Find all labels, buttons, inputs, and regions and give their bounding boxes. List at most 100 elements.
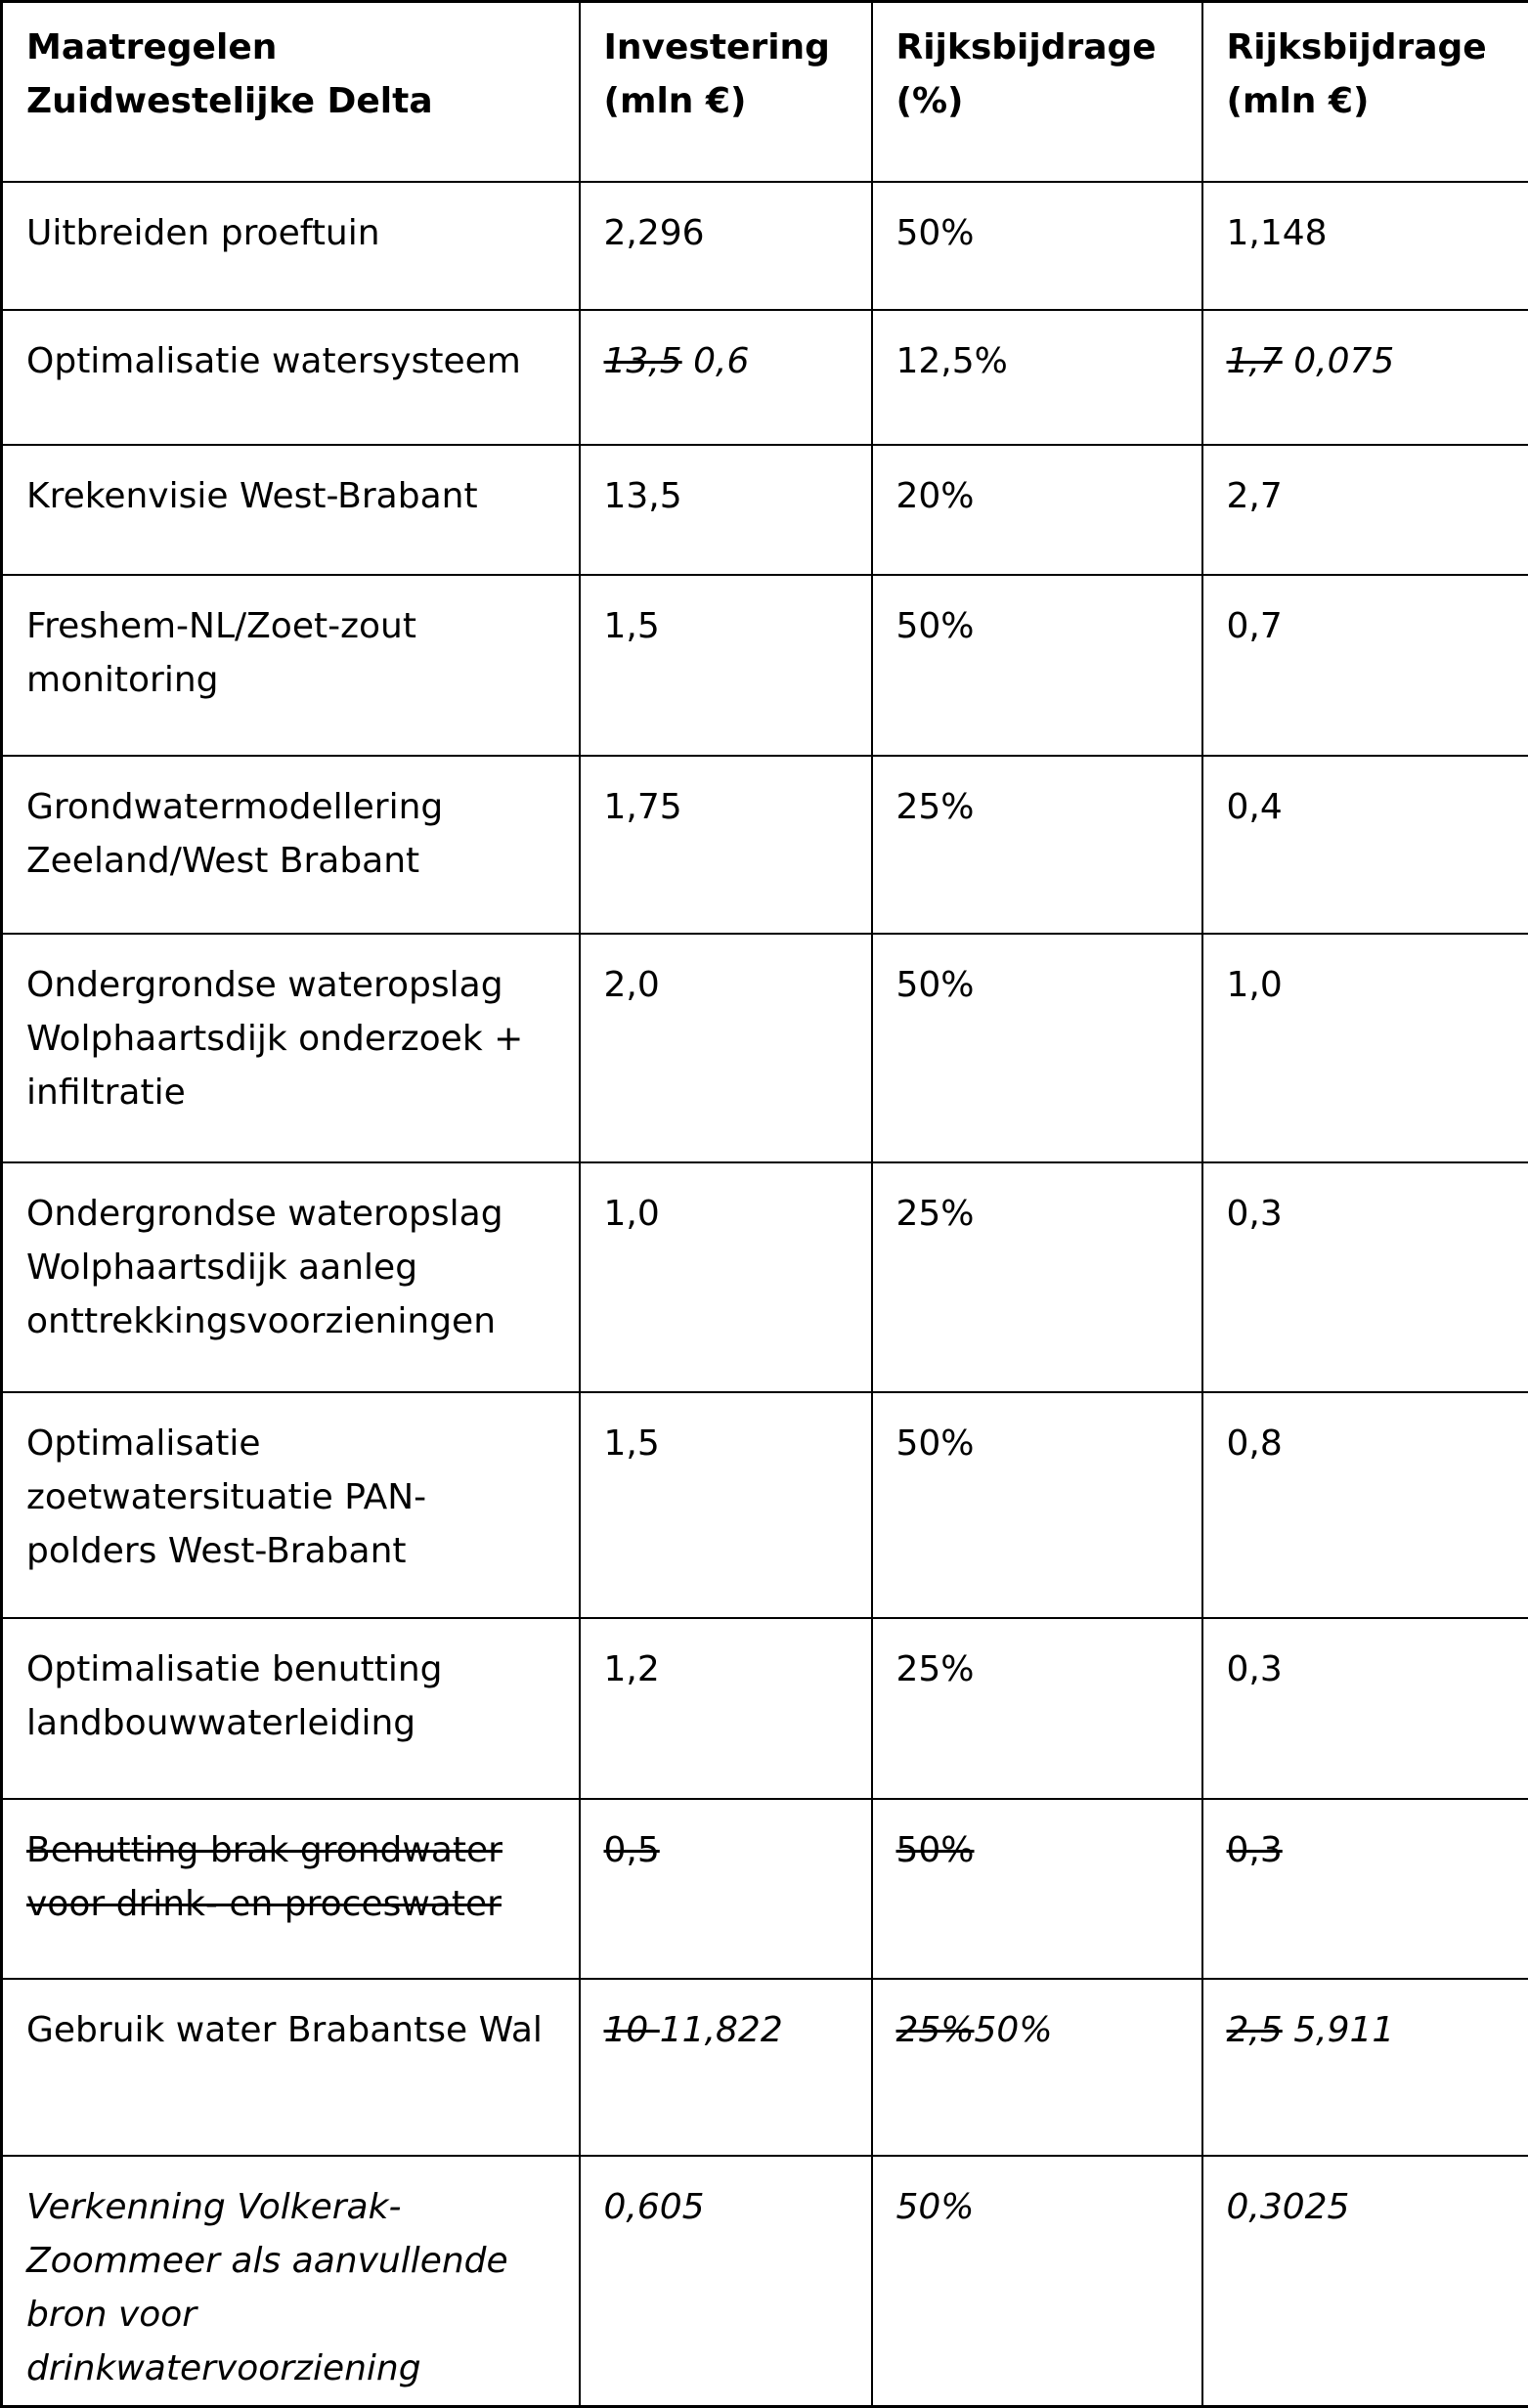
body-cell: 12,5% [872, 310, 1202, 445]
text-segment: 0,075 [1293, 341, 1394, 381]
text-segment: 0,605 [604, 2187, 705, 2227]
text-segment: 2,7 [1227, 476, 1283, 516]
body-cell: 10 11,822 [580, 1979, 872, 2156]
text-segment [682, 341, 693, 381]
body-cell: 0,5 [580, 1799, 872, 1979]
text-segment: Benutting brak grondwater voor drink- en… [26, 1830, 502, 1924]
text-segment: Optimalisatie benutting landbouwwaterlei… [26, 1649, 443, 1743]
text-segment: Optimalisatie zoetwatersituatie PAN-pold… [26, 1423, 426, 1571]
text-segment: 0,5 [604, 1830, 660, 1870]
table-row: Ondergrondse wateropslag Wolphaartsdijk … [2, 1162, 1528, 1392]
text-segment: 50% [896, 965, 975, 1005]
body-cell: 0,3 [1202, 1618, 1528, 1799]
body-cell: 50% [872, 934, 1202, 1162]
text-segment: 1,75 [604, 787, 682, 827]
body-cell: 1,75 [580, 756, 872, 934]
text-segment: 5,911 [1293, 2010, 1394, 2050]
text-segment: 12,5% [896, 341, 1008, 381]
body-cell: Optimalisatie watersysteem [2, 310, 580, 445]
header-cell-3: Rijksbijdrage (mln €) [1202, 2, 1528, 182]
body-cell: 0,3 [1202, 1799, 1528, 1979]
body-cell: Benutting brak grondwater voor drink- en… [2, 1799, 580, 1979]
text-segment: 0,3 [1227, 1649, 1283, 1689]
table-row: Grondwatermodellering Zeeland/West Braba… [2, 756, 1528, 934]
body-cell: 1,5 [580, 1392, 872, 1618]
body-cell: 0,3025 [1202, 2156, 1528, 2407]
text-segment: 0,6 [693, 341, 749, 381]
body-cell: 25% [872, 1618, 1202, 1799]
text-segment: Grondwatermodellering Zeeland/West Braba… [26, 787, 443, 881]
text-segment: 25% [896, 1194, 975, 1234]
body-cell: 1,148 [1202, 182, 1528, 310]
text-segment: 25% [896, 2010, 975, 2050]
body-cell: Grondwatermodellering Zeeland/West Braba… [2, 756, 580, 934]
text-segment: 1,2 [604, 1649, 660, 1689]
text-segment: 50% [896, 1423, 975, 1464]
header-cell-0: Maatregelen Zuidwestelijke Delta [2, 2, 580, 182]
body-cell: 0,4 [1202, 756, 1528, 934]
text-segment: 11,822 [660, 2010, 783, 2050]
text-segment: 25% [896, 787, 975, 827]
header-cell-2: Rijksbijdrage (%) [872, 2, 1202, 182]
text-segment: 0,8 [1227, 1423, 1283, 1464]
text-segment: 1,7 [1227, 341, 1283, 381]
text-segment: 1,0 [1227, 965, 1283, 1005]
text-segment: 50% [896, 213, 975, 253]
text-segment: 0,3 [1227, 1194, 1283, 1234]
body-cell: 0,3 [1202, 1162, 1528, 1392]
text-segment: 10 [604, 2010, 660, 2050]
text-segment: Gebruik water Brabantse Wal [26, 2010, 543, 2050]
body-cell: 25% [872, 1162, 1202, 1392]
text-segment: Uitbreiden proeftuin [26, 213, 380, 253]
body-cell: 0,7 [1202, 575, 1528, 756]
text-segment: 25% [896, 1649, 975, 1689]
body-cell: 13,5 [580, 445, 872, 575]
text-segment: Freshem-NL/Zoet-zout monitoring [26, 606, 416, 700]
body-cell: 50% [872, 575, 1202, 756]
body-cell: 50% [872, 2156, 1202, 2407]
text-segment: 0,4 [1227, 787, 1283, 827]
table-row: Freshem-NL/Zoet-zout monitoring 1,5 50% 0,7 [2, 575, 1528, 756]
text-segment [1283, 341, 1293, 381]
body-cell: 2,5 5,911 [1202, 1979, 1528, 2156]
body-cell: Ondergrondse wateropslag Wolphaartsdijk … [2, 1162, 580, 1392]
table-row: Ondergrondse wateropslag Wolphaartsdijk … [2, 934, 1528, 1162]
text-segment: 13,5 [604, 476, 682, 516]
body-cell: 25%50% [872, 1979, 1202, 2156]
body-cell: Krekenvisie West-Brabant [2, 445, 580, 575]
body-cell: Optimalisatie zoetwatersituatie PAN-pold… [2, 1392, 580, 1618]
body-cell: 1,5 [580, 575, 872, 756]
text-segment: 50% [896, 606, 975, 646]
body-cell: 1,0 [580, 1162, 872, 1392]
text-segment: Ondergrondse wateropslag Wolphaartsdijk … [26, 965, 523, 1113]
text-segment [1283, 2010, 1293, 2050]
table-row: Benutting brak grondwater voor drink- en… [2, 1799, 1528, 1979]
text-segment: Verkenning Volkerak-Zoommeer als aanvull… [26, 2187, 508, 2388]
text-segment: 0,3025 [1227, 2187, 1350, 2227]
text-segment: 2,296 [604, 213, 705, 253]
body-cell: 2,0 [580, 934, 872, 1162]
body-cell: Verkenning Volkerak-Zoommeer als aanvull… [2, 2156, 580, 2407]
body-cell: Freshem-NL/Zoet-zout monitoring [2, 575, 580, 756]
body-cell: Optimalisatie benutting landbouwwaterlei… [2, 1618, 580, 1799]
text-segment: 50% [896, 2187, 975, 2227]
body-cell: 0,605 [580, 2156, 872, 2407]
table-row: Verkenning Volkerak-Zoommeer als aanvull… [2, 2156, 1528, 2407]
text-segment: 50% [975, 2010, 1053, 2050]
header-cell-1: Investering (mln €) [580, 2, 872, 182]
body-cell: 1,7 0,075 [1202, 310, 1528, 445]
text-segment: 1,5 [604, 606, 660, 646]
body-cell: 13,5 0,6 [580, 310, 872, 445]
body-cell: Ondergrondse wateropslag Wolphaartsdijk … [2, 934, 580, 1162]
body-cell: 25% [872, 756, 1202, 934]
text-segment: Optimalisatie watersysteem [26, 341, 521, 381]
body-cell: 1,2 [580, 1618, 872, 1799]
text-segment: 1,0 [604, 1194, 660, 1234]
text-segment: Ondergrondse wateropslag Wolphaartsdijk … [26, 1194, 503, 1341]
body-cell: 50% [872, 1799, 1202, 1979]
body-cell: 2,7 [1202, 445, 1528, 575]
